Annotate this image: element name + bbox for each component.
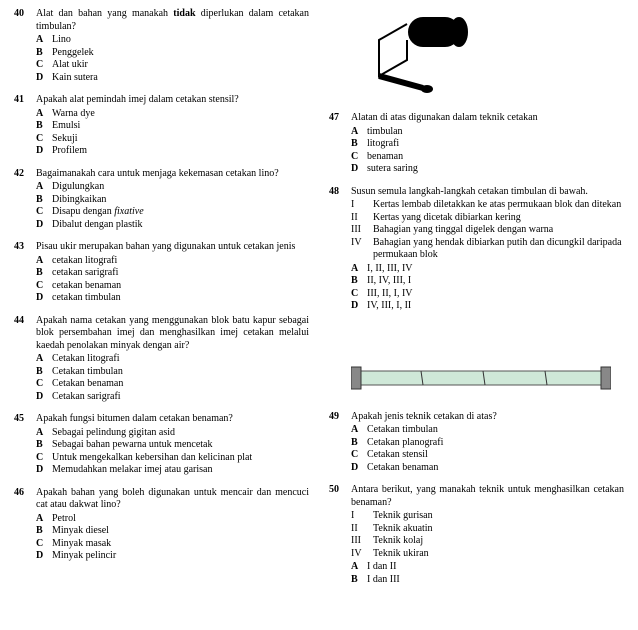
- option-D: DMinyak pelincir: [36, 550, 309, 563]
- option-A: ACetakan timbulan: [351, 424, 624, 437]
- left-column: 40Alat dan bahan yang manakah tidak dipe…: [14, 8, 309, 622]
- option-D: DMemudahkan melakar imej atau garisan: [36, 464, 309, 477]
- roman-item: IIKertas yang dicetak dibiarkan kering: [351, 212, 624, 225]
- question-45: 45Apakah fungsi bitumen dalam cetakan be…: [14, 413, 309, 477]
- question-40: 40Alat dan bahan yang manakah tidak dipe…: [14, 8, 309, 84]
- question-number: 43: [14, 241, 36, 305]
- question-text: Pisau ukir merupakan bahan yang digunaka…: [36, 241, 309, 254]
- question-text: Apakah alat pemindah imej dalam cetakan …: [36, 94, 309, 107]
- option-A: ALino: [36, 34, 309, 47]
- option-A: Atimbulan: [351, 126, 624, 139]
- option-A: Acetakan litografi: [36, 255, 309, 268]
- roman-item: ITeknik gurisan: [351, 510, 624, 523]
- option-D: Dcetakan timbulan: [36, 292, 309, 305]
- option-C: CDisapu dengan fixative: [36, 206, 309, 219]
- option-D: DIV, III, I, II: [351, 300, 624, 313]
- question-41: 41Apakah alat pemindah imej dalam cetaka…: [14, 94, 309, 158]
- question-text: Antara berikut, yang manakah teknik untu…: [351, 484, 624, 509]
- roman-item: IKertas lembab diletakkan ke atas permuk…: [351, 199, 624, 212]
- option-B: BCetakan timbulan: [36, 366, 309, 379]
- option-C: CSekuji: [36, 133, 309, 146]
- option-B: BI dan III: [351, 574, 624, 587]
- option-C: CUntuk mengekalkan kebersihan dan kelici…: [36, 452, 309, 465]
- option-B: BCetakan planografi: [351, 437, 624, 450]
- question-47: 47Alatan di atas digunakan dalam teknik …: [329, 112, 624, 176]
- question-text: Bagaimanakah cara untuk menjaga kekemasa…: [36, 168, 309, 181]
- option-A: AI, II, III, IV: [351, 263, 624, 276]
- question-50: 50Antara berikut, yang manakah teknik un…: [329, 484, 624, 586]
- option-B: BII, IV, III, I: [351, 275, 624, 288]
- option-C: CCetakan benaman: [36, 378, 309, 391]
- question-text: Apakah fungsi bitumen dalam cetakan bena…: [36, 413, 309, 426]
- question-text: Susun semula langkah-langkah cetakan tim…: [351, 186, 624, 199]
- roman-item: IIIBahagian yang tinggal digelek dengan …: [351, 224, 624, 237]
- question-text: Apakah nama cetakan yang menggunakan blo…: [36, 315, 309, 353]
- option-C: CMinyak masak: [36, 538, 309, 551]
- option-C: CIII, II, I, IV: [351, 288, 624, 301]
- question-number: 42: [14, 168, 36, 232]
- option-B: BPenggelek: [36, 47, 309, 60]
- question-number: 47: [329, 112, 351, 176]
- option-A: APetrol: [36, 513, 309, 526]
- roman-item: IVBahagian yang hendak dibiarkan putih d…: [351, 237, 624, 262]
- option-A: AWarna dye: [36, 108, 309, 121]
- option-B: Bcetakan sarigrafi: [36, 267, 309, 280]
- question-text: Alatan di atas digunakan dalam teknik ce…: [351, 112, 624, 125]
- option-A: ACetakan litografi: [36, 353, 309, 366]
- question-number: 46: [14, 487, 36, 563]
- roman-item: IIITeknik kolaj: [351, 535, 624, 548]
- question-number: 41: [14, 94, 36, 158]
- question-text: Alat dan bahan yang manakah tidak diperl…: [36, 8, 309, 33]
- plate-illustration: [351, 353, 624, 403]
- question-number: 40: [14, 8, 36, 84]
- roman-item: IVTeknik ukiran: [351, 548, 624, 561]
- option-D: DCetakan sarigrafi: [36, 391, 309, 404]
- question-46: 46Apakah bahan yang boleh digunakan untu…: [14, 487, 309, 563]
- option-B: Blitografi: [351, 138, 624, 151]
- roman-item: IITeknik akuatin: [351, 523, 624, 536]
- option-A: ADigulungkan: [36, 181, 309, 194]
- roller-illustration: [351, 14, 624, 104]
- option-B: BMinyak diesel: [36, 525, 309, 538]
- question-number: 45: [14, 413, 36, 477]
- option-B: BSebagai bahan pewarna untuk mencetak: [36, 439, 309, 452]
- option-A: AI dan II: [351, 561, 624, 574]
- option-C: CCetakan stensil: [351, 449, 624, 462]
- question-43: 43Pisau ukir merupakan bahan yang diguna…: [14, 241, 309, 305]
- question-number: 50: [329, 484, 351, 586]
- question-42: 42Bagaimanakah cara untuk menjaga kekema…: [14, 168, 309, 232]
- question-number: 49: [329, 411, 351, 475]
- option-D: DDibalut dengan plastik: [36, 219, 309, 232]
- question-number: 48: [329, 186, 351, 313]
- option-C: Cbenaman: [351, 151, 624, 164]
- question-44: 44Apakah nama cetakan yang menggunakan b…: [14, 315, 309, 404]
- option-C: CAlat ukir: [36, 59, 309, 72]
- option-D: DKain sutera: [36, 72, 309, 85]
- option-C: Ccetakan benaman: [36, 280, 309, 293]
- question-number: 44: [14, 315, 36, 404]
- question-48: 48Susun semula langkah-langkah cetakan t…: [329, 186, 624, 313]
- option-D: DCetakan benaman: [351, 462, 624, 475]
- right-column: 47Alatan di atas digunakan dalam teknik …: [329, 8, 624, 622]
- option-B: BDibingkaikan: [36, 194, 309, 207]
- question-text: Apakah bahan yang boleh digunakan untuk …: [36, 487, 309, 512]
- option-B: BEmulsi: [36, 120, 309, 133]
- option-D: DProfilem: [36, 145, 309, 158]
- question-text: Apakah jenis teknik cetakan di atas?: [351, 411, 624, 424]
- question-49: 49Apakah jenis teknik cetakan di atas?AC…: [329, 411, 624, 475]
- option-D: Dsutera saring: [351, 163, 624, 176]
- option-A: ASebagai pelindung gigitan asid: [36, 427, 309, 440]
